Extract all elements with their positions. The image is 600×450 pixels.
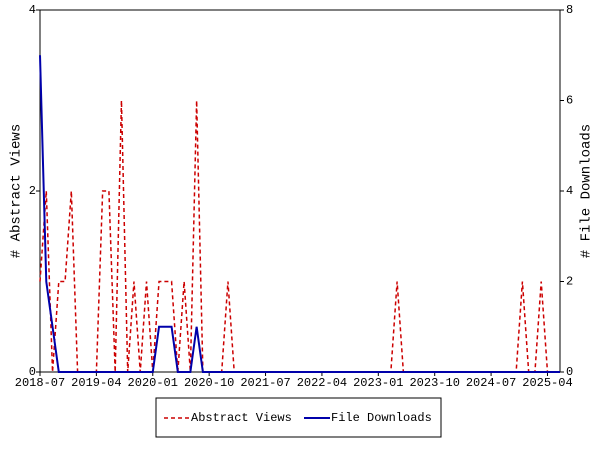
- series-line: [39, 100, 560, 373]
- y2-tick-label: 0: [566, 365, 573, 379]
- series-line: [39, 55, 560, 373]
- y-tick-label: 2: [29, 184, 36, 198]
- x-tick-label: 2018-07: [15, 376, 65, 390]
- y-tick-label: 4: [29, 3, 36, 17]
- x-tick-label: 2022-04: [297, 376, 347, 390]
- x-tick-label: 2020-10: [184, 376, 234, 390]
- y2-tick-label: 2: [566, 275, 573, 289]
- y2-tick-label: 6: [566, 94, 573, 108]
- legend-label: Abstract Views: [191, 411, 292, 425]
- x-tick-label: 2024-07: [466, 376, 516, 390]
- x-tick-label: 2019-04: [71, 376, 121, 390]
- x-tick-label: 2025-04: [522, 376, 572, 390]
- y2-axis-title: # File Downloads: [579, 124, 595, 258]
- y2-tick-label: 4: [566, 184, 573, 198]
- x-tick-label: 2021-07: [240, 376, 290, 390]
- plot-frame: [39, 9, 561, 373]
- legend-label: File Downloads: [331, 411, 432, 425]
- legend-box: [155, 397, 442, 438]
- y2-tick-label: 8: [566, 3, 573, 17]
- y-tick-label: 0: [29, 365, 36, 379]
- x-tick-label: 2020-01: [128, 376, 178, 390]
- x-tick-label: 2023-01: [353, 376, 403, 390]
- x-tick-label: 2023-10: [409, 376, 459, 390]
- y-axis-title: # Abstract Views: [9, 124, 25, 258]
